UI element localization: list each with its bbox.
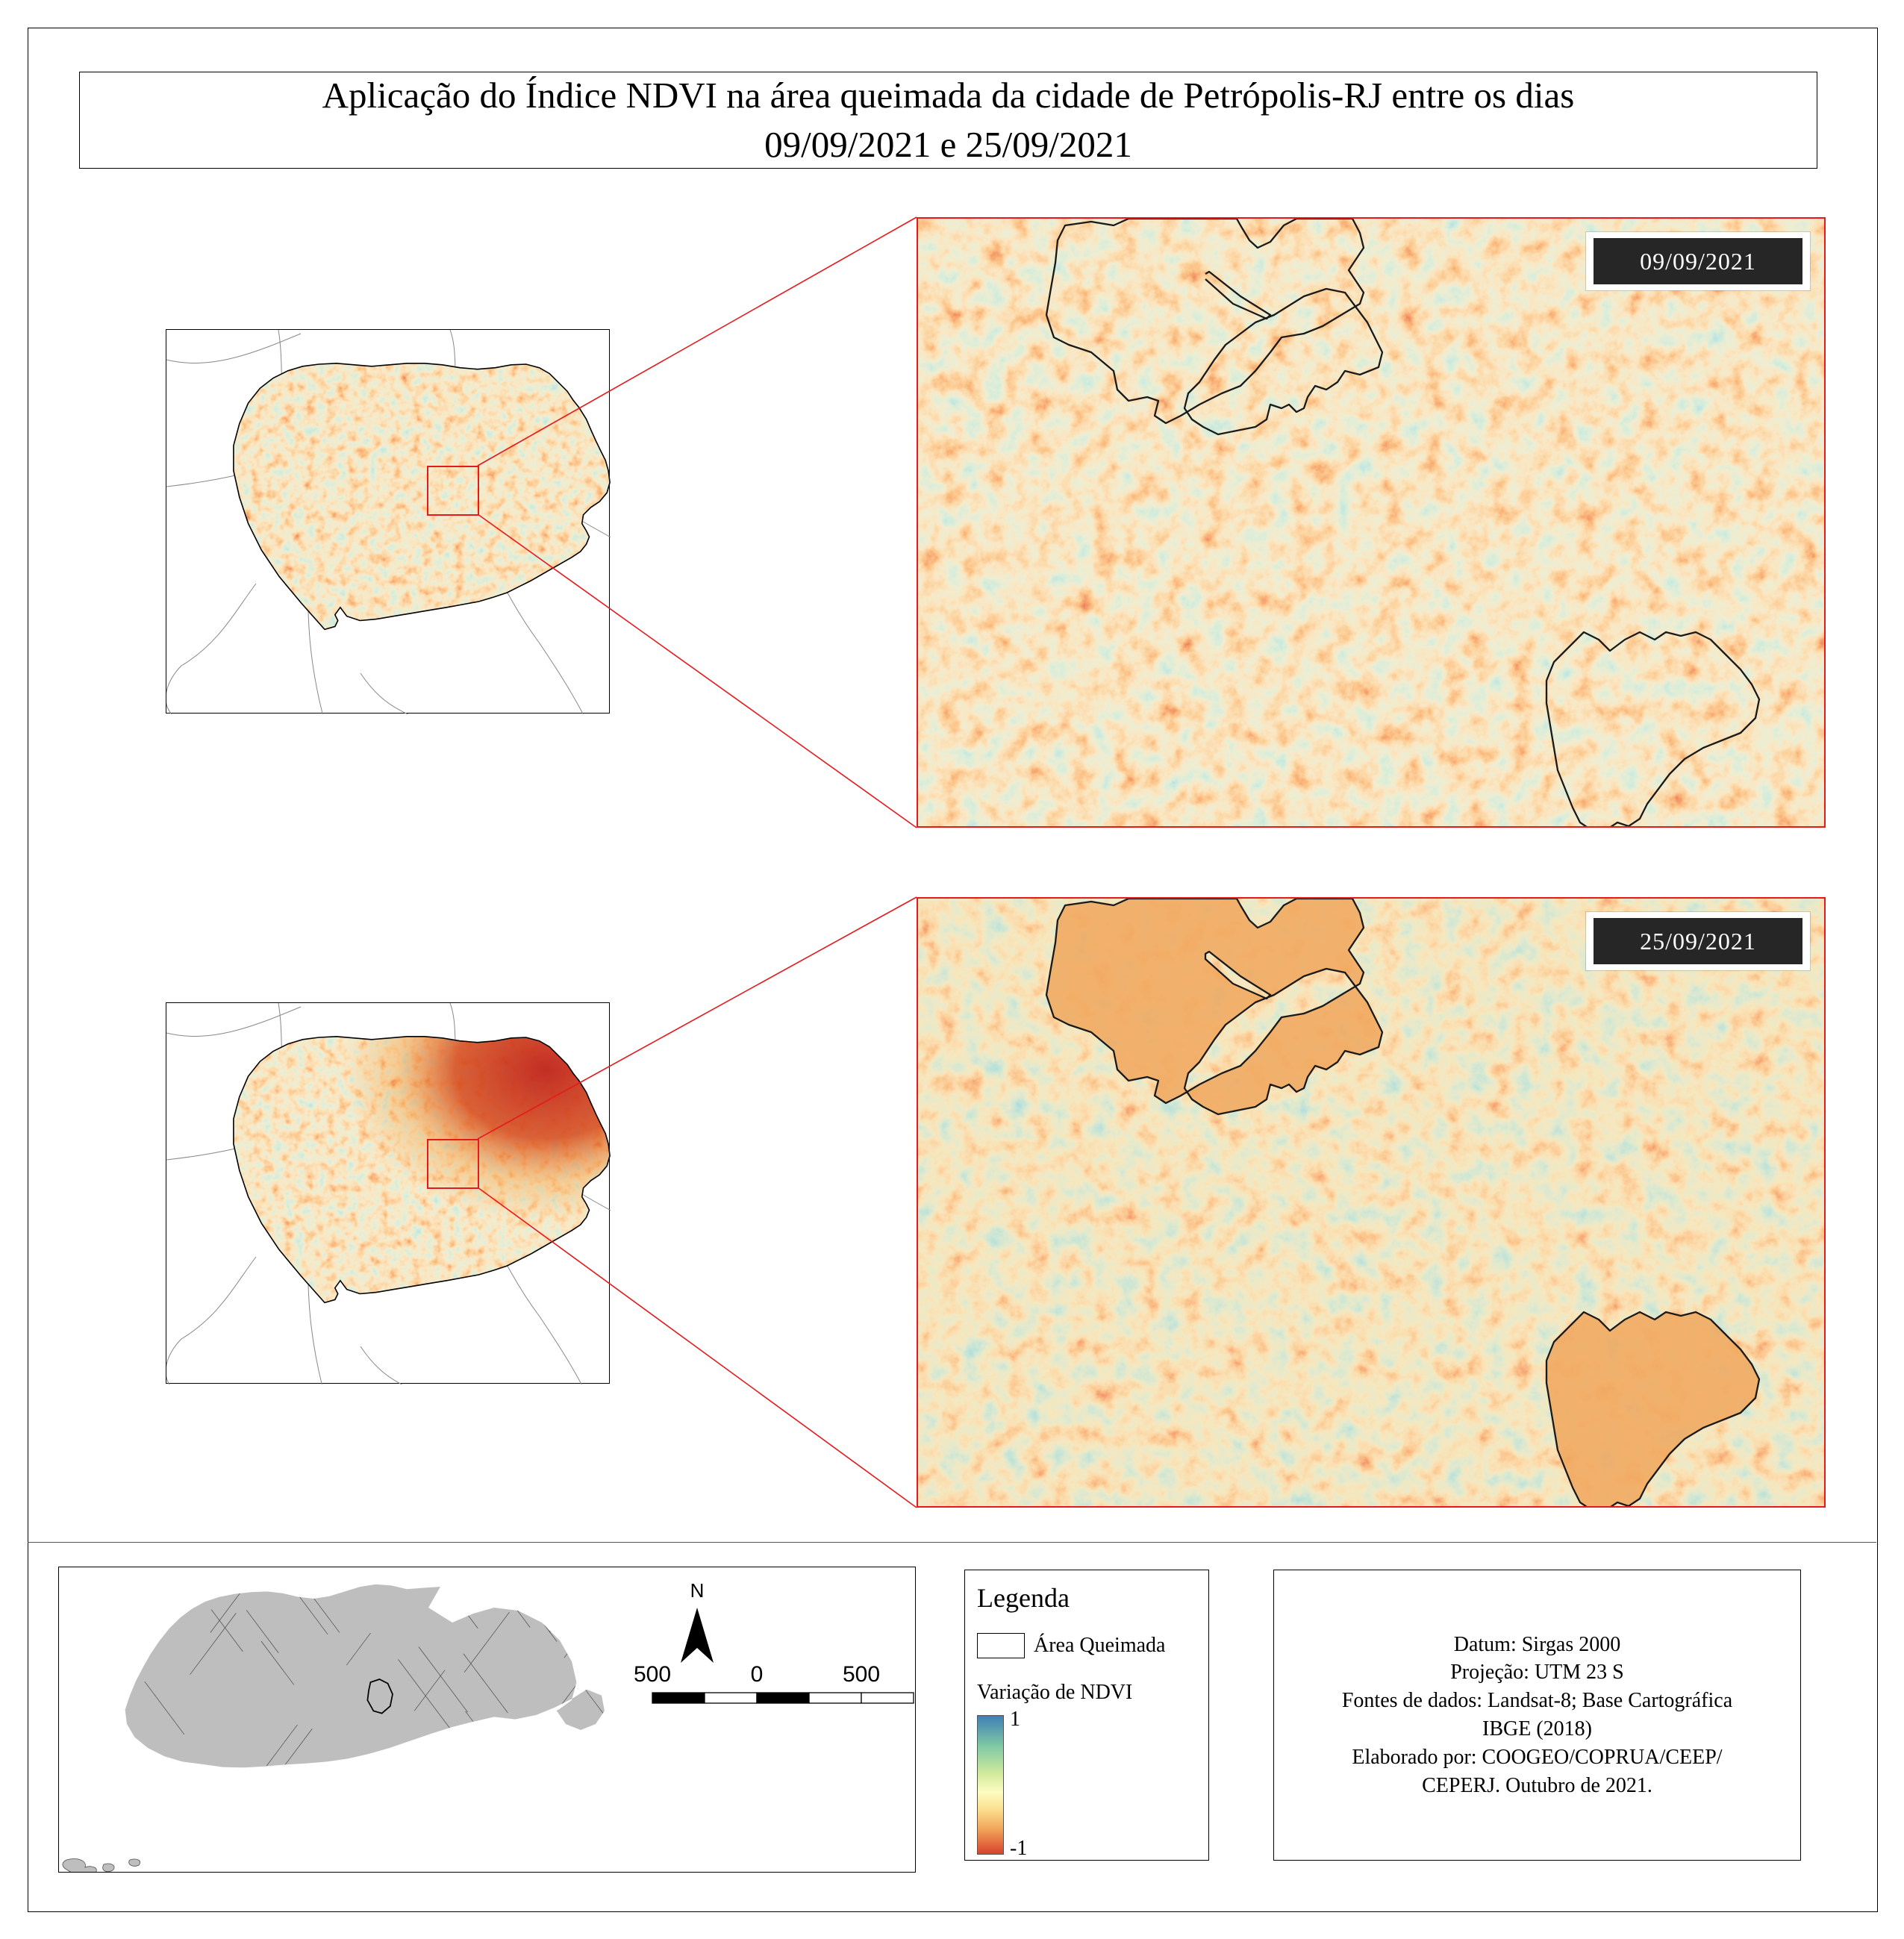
svg-text:500: 500 [634,1662,671,1687]
svg-text:0: 0 [751,1662,764,1687]
svg-text:500: 500 [843,1662,880,1687]
svg-text:N: N [690,1579,705,1602]
